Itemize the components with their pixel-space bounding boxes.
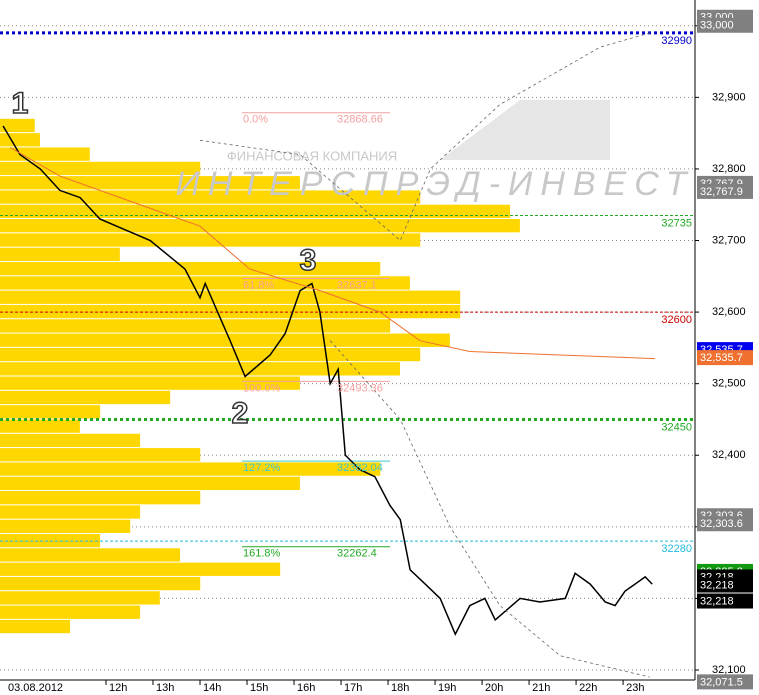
y-tick-label: 32,800 xyxy=(712,163,746,175)
wave-label: 3 xyxy=(300,244,317,277)
lower-band xyxy=(329,340,650,678)
price-box xyxy=(697,350,753,366)
price-box xyxy=(697,17,753,33)
profile-bar xyxy=(0,519,131,533)
y-tick-label: 32,100 xyxy=(712,664,746,676)
price-box xyxy=(697,516,753,532)
fib-price: 32637.1 xyxy=(337,279,377,291)
y-tick-label: 32,600 xyxy=(712,306,746,318)
fib-percent: 100.0% xyxy=(243,382,281,394)
profile-bar xyxy=(0,347,421,362)
x-tick-label: 15h xyxy=(250,682,268,694)
y-tick-label: 32,500 xyxy=(712,378,746,390)
profile-bar xyxy=(0,147,90,161)
x-tick-label: 13h xyxy=(156,682,174,694)
profile-bar xyxy=(0,376,300,390)
watermark: ФИНАНСОВАЯ КОМПАНИЯ ИНТЕРСПРЭД-ИНВЕСТ xyxy=(176,100,695,203)
fib-price: 32493.36 xyxy=(337,382,383,394)
price-box-label: 32,303.6 xyxy=(700,518,743,530)
profile-bar xyxy=(0,548,181,562)
y-tick-label: 32,900 xyxy=(712,91,746,103)
profile-bar xyxy=(0,491,201,505)
y-tick-label: 32,400 xyxy=(712,449,746,461)
wave-label: 1 xyxy=(12,87,29,120)
profile-bar xyxy=(0,161,201,176)
price-box xyxy=(697,674,753,690)
profile-bar xyxy=(0,190,421,204)
profile-bar xyxy=(0,505,141,519)
price-box-label: 32,767.9 xyxy=(700,186,743,198)
profile-bar xyxy=(0,605,141,619)
fib-price: 32868.66 xyxy=(337,114,383,126)
price-box-label: 32,535.7 xyxy=(700,352,743,364)
level-label: 32990 xyxy=(661,35,692,47)
profile-bar xyxy=(0,219,520,233)
profile-bar xyxy=(0,204,511,219)
x-tick-label: 20h xyxy=(485,682,503,694)
profile-bar xyxy=(0,562,281,576)
x-tick-label: 19h xyxy=(438,682,456,694)
date-label: 03.08.2012 xyxy=(8,682,63,694)
y-tick-label: 32,700 xyxy=(712,234,746,246)
axis-layer: 32,10032,20032,30032,40032,50032,60032,7… xyxy=(105,9,753,694)
profile-bar xyxy=(0,619,71,634)
x-tick-label: 22h xyxy=(579,682,597,694)
wave-label: 2 xyxy=(232,397,249,430)
profile-bar xyxy=(0,333,450,347)
level-label: 32450 xyxy=(661,421,692,433)
watermark-text: ИНТЕРСПРЭД-ИНВЕСТ xyxy=(176,165,695,203)
price-box-label: 32,218 xyxy=(700,595,734,607)
profile-layer xyxy=(0,118,520,634)
price-box xyxy=(697,593,753,609)
profile-bar xyxy=(0,576,201,591)
x-tick-label: 12h xyxy=(109,682,127,694)
profile-bar xyxy=(0,419,80,433)
moving-average xyxy=(9,147,656,360)
price-box-label: 32,071.5 xyxy=(700,676,743,688)
fib-percent: 61.8% xyxy=(243,279,274,291)
profile-bar xyxy=(0,261,381,276)
price-box xyxy=(697,183,753,199)
price-box-label: 33,000 xyxy=(700,20,734,32)
profile-bar xyxy=(0,290,461,304)
fib-percent: 0.0% xyxy=(243,114,268,126)
fib-price: 32382.04 xyxy=(337,462,383,474)
x-tick-label: 21h xyxy=(532,682,550,694)
profile-bar xyxy=(0,362,401,376)
profile-bar xyxy=(0,319,391,333)
level-label: 32735 xyxy=(661,217,692,229)
x-tick-label: 18h xyxy=(391,682,409,694)
profile-bar xyxy=(0,118,35,133)
annotation-layer: 1 2 3 32990 32735 32600 32450 32280 0.0% 32868… xyxy=(11,35,692,560)
profile-bar xyxy=(0,247,120,261)
x-tick-label: 16h xyxy=(297,682,315,694)
profile-bar xyxy=(0,448,201,462)
profile-bar xyxy=(0,476,300,491)
lines-layer xyxy=(0,31,695,678)
price xyxy=(2,125,653,636)
x-tick-label: 17h xyxy=(344,682,362,694)
level-label: 32600 xyxy=(661,314,692,326)
profile-bar xyxy=(0,433,141,448)
profile-bar xyxy=(0,390,171,405)
watermark-text: ФИНАНСОВАЯ КОМПАНИЯ xyxy=(227,148,397,163)
logo-shape xyxy=(440,100,610,160)
fib-percent: 161.8% xyxy=(243,548,281,560)
profile-bar xyxy=(0,591,160,605)
profile-bar xyxy=(0,176,300,190)
price-box xyxy=(697,577,753,593)
fib-percent: 127.2% xyxy=(243,462,281,474)
x-tick-label: 23h xyxy=(626,682,644,694)
profile-bar xyxy=(0,405,101,419)
x-tick-label: 14h xyxy=(203,682,221,694)
profile-bar xyxy=(0,133,40,147)
level-label: 32280 xyxy=(661,543,692,555)
profile-bar xyxy=(0,462,381,476)
profile-bar xyxy=(0,233,421,247)
price-box-label: 32,218 xyxy=(700,579,734,591)
fib-price: 32262.4 xyxy=(337,548,377,560)
